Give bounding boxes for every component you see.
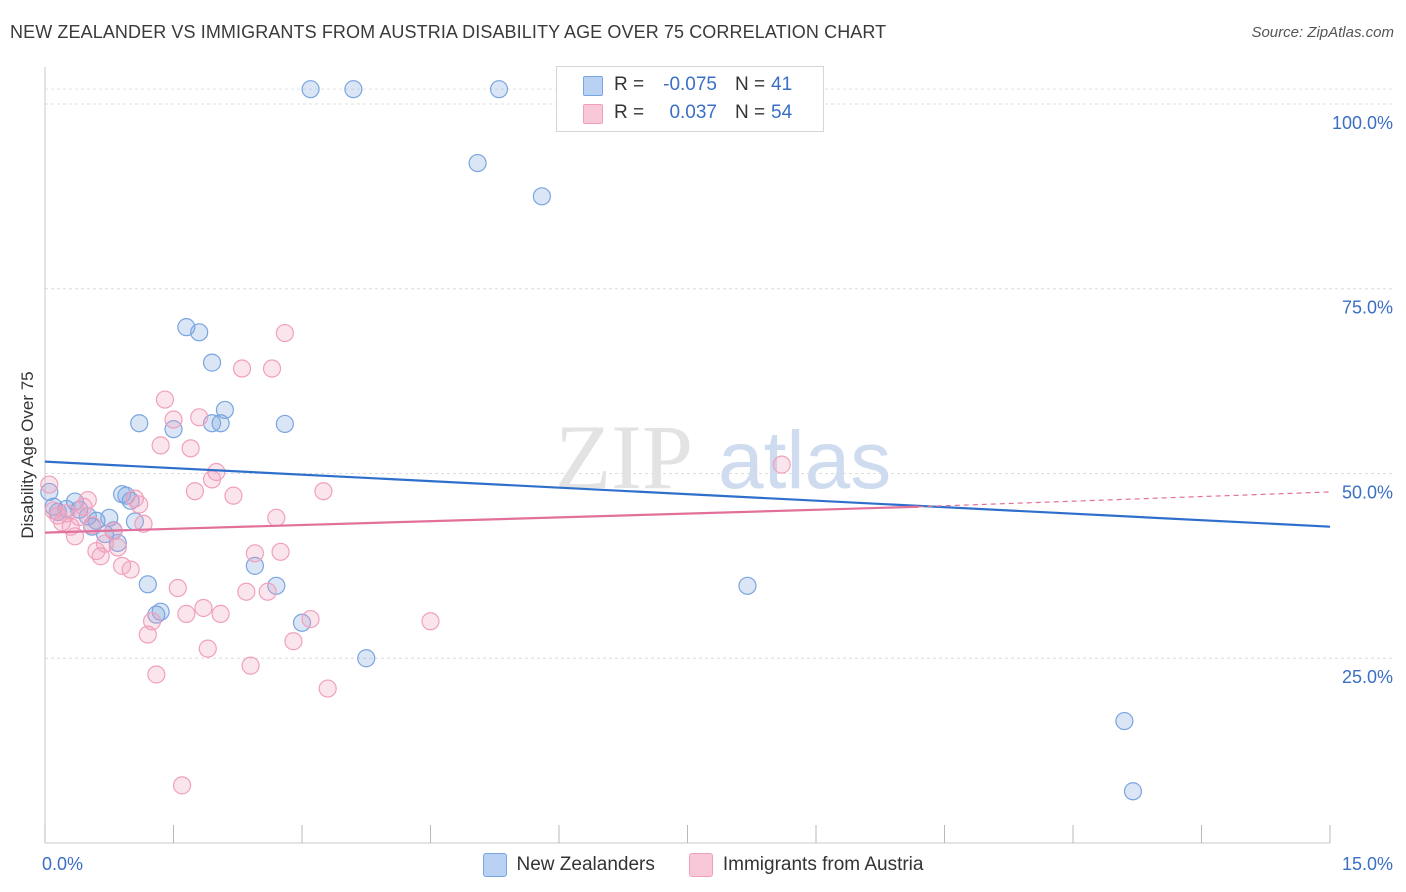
trend-line-new-zealanders — [44, 460, 1331, 528]
stats-n-label: N = — [735, 102, 766, 123]
point-austria — [155, 390, 175, 409]
point-new-zealanders — [344, 80, 363, 99]
point-new-zealanders — [738, 576, 757, 595]
point-new-zealanders — [40, 482, 59, 502]
point-austria — [65, 527, 85, 546]
point-new-zealanders — [468, 153, 487, 173]
point-austria — [147, 665, 166, 684]
point-austria — [284, 632, 303, 651]
point-austria — [142, 612, 162, 631]
stats-box: R = -0.075 N = 41 R = 0.037 N = 54 — [556, 66, 824, 132]
point-austria — [194, 598, 213, 618]
point-new-zealanders — [164, 420, 183, 439]
point-austria — [185, 482, 205, 501]
point-austria — [177, 604, 196, 623]
point-austria — [421, 612, 440, 631]
stats-swatch-blue — [583, 76, 603, 96]
stats-n-label: N = — [735, 74, 766, 95]
legend-item-austria[interactable]: Immigrants from Austria — [688, 852, 924, 878]
stats-swatch-pink — [583, 104, 603, 124]
point-austria — [275, 323, 294, 343]
point-new-zealanders — [138, 575, 157, 594]
point-new-zealanders — [108, 533, 127, 553]
axes — [44, 67, 1331, 844]
point-new-zealanders — [489, 80, 509, 99]
point-austria — [57, 504, 76, 523]
point-austria — [318, 679, 337, 698]
stats-r-label: R = — [614, 74, 645, 95]
point-austria — [78, 490, 97, 510]
point-austria — [53, 513, 72, 532]
stats-r-value: -0.075 — [663, 74, 717, 95]
stats-r-label: R = — [614, 102, 645, 123]
watermark: ZIP atlas — [555, 406, 891, 508]
source-label: Source: ZipAtlas.com — [1251, 24, 1394, 41]
point-austria — [207, 462, 226, 482]
point-austria — [271, 542, 290, 561]
point-austria — [121, 560, 140, 579]
point-new-zealanders — [202, 353, 222, 372]
point-austria — [190, 408, 209, 427]
y-tick-label: 75.0% — [1342, 298, 1393, 318]
point-austria — [130, 495, 149, 514]
legend-swatch-blue — [482, 853, 507, 877]
point-new-zealanders — [357, 649, 376, 668]
point-new-zealanders — [215, 400, 234, 420]
point-austria — [108, 538, 127, 557]
x-tick-label: 15.0% — [1342, 854, 1393, 874]
y-tick-label: 100.0% — [1332, 113, 1393, 133]
point-new-zealanders — [130, 414, 149, 433]
y-tick-label: 25.0% — [1342, 667, 1393, 687]
stats-r-value: 0.037 — [669, 102, 717, 123]
stats-row-austria: R = 0.037 N = 54 — [557, 101, 823, 127]
trend-lines — [44, 460, 1331, 534]
point-new-zealanders — [532, 187, 551, 206]
point-austria — [237, 582, 256, 601]
point-new-zealanders — [190, 323, 209, 342]
trend-line-austria — [44, 505, 919, 534]
legend-item-new-zealanders[interactable]: New Zealanders — [482, 852, 655, 878]
point-austria — [83, 516, 102, 535]
point-austria — [262, 359, 282, 378]
legend-swatch-pink — [688, 853, 713, 877]
point-new-zealanders — [301, 80, 320, 99]
point-austria — [301, 609, 320, 629]
point-austria — [181, 439, 200, 458]
point-austria — [40, 475, 59, 494]
legend: New Zealanders Immigrants from Austria — [0, 852, 1406, 878]
point-austria — [172, 776, 192, 795]
stats-n-value: 54 — [771, 102, 793, 123]
point-new-zealanders — [1115, 711, 1134, 731]
point-austria — [267, 508, 286, 527]
point-austria — [245, 544, 264, 563]
stats-n-value: 41 — [771, 74, 793, 95]
point-austria — [168, 578, 187, 598]
stats-row-new-zealanders: R = -0.075 N = 41 — [557, 73, 823, 99]
point-austria — [314, 482, 333, 501]
point-austria — [151, 436, 170, 455]
legend-label: Immigrants from Austria — [722, 854, 924, 875]
trend-line-austria-extension — [918, 491, 1331, 508]
point-austria — [198, 639, 217, 658]
point-austria — [211, 604, 230, 623]
tick-labels: 25.0% 50.0% 75.0% 100.0% 0.0% 15.0% — [42, 113, 1393, 874]
point-austria — [772, 455, 791, 474]
data-points — [40, 80, 1143, 801]
chart-title: NEW ZEALANDER VS IMMIGRANTS FROM AUSTRIA… — [10, 22, 887, 42]
point-austria — [164, 410, 183, 429]
watermark-atlas: atlas — [718, 415, 891, 506]
point-austria — [241, 656, 260, 675]
point-austria — [134, 514, 153, 533]
point-austria — [224, 486, 243, 505]
y-tick-label: 50.0% — [1342, 482, 1393, 502]
point-new-zealanders — [1123, 782, 1143, 801]
point-new-zealanders — [275, 414, 294, 434]
point-austria — [258, 582, 277, 601]
legend-label: New Zealanders — [516, 854, 655, 875]
point-austria — [232, 359, 252, 378]
point-new-zealanders — [245, 556, 264, 575]
x-tick-label: 0.0% — [42, 854, 83, 874]
